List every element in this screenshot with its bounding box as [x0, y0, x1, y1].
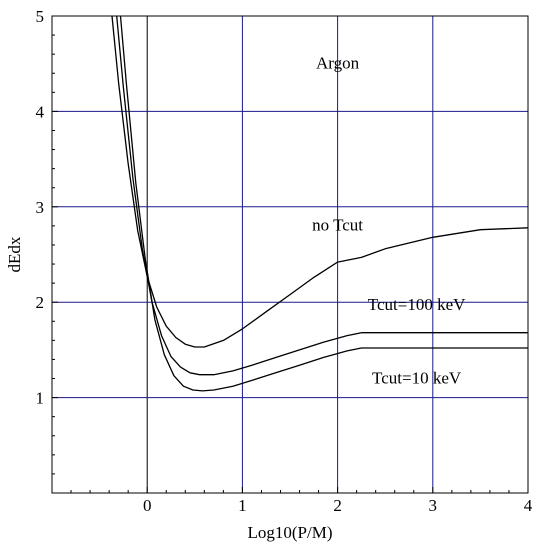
x-tick-label: 1 — [238, 496, 247, 515]
x-tick-label: 0 — [143, 496, 152, 515]
y-tick-label: 2 — [36, 293, 45, 312]
y-axis-label: dEdx — [5, 236, 24, 272]
x-tick-label: 3 — [429, 496, 438, 515]
plot-frame — [51, 15, 529, 494]
y-tick-label: 4 — [36, 102, 45, 121]
y-tick-label: 5 — [36, 7, 45, 26]
annotation-label: Tcut=100 keV — [368, 295, 466, 314]
series-line — [119, 16, 528, 392]
tick-marks — [51, 15, 529, 494]
x-tick-label: 2 — [333, 496, 342, 515]
annotation-label: Argon — [316, 53, 360, 72]
tick-labels: 0 1 2 3 4 1 2 3 4 5 — [36, 7, 533, 515]
annotation-label: Tcut=10 keV — [372, 368, 462, 387]
annotation-label: no Tcut — [312, 216, 363, 235]
x-axis-label: Log10(P/M) — [248, 523, 333, 542]
y-tick-label: 1 — [36, 389, 45, 408]
y-tick-label: 3 — [36, 198, 45, 217]
series-line — [116, 16, 528, 376]
annotations: Argon no Tcut Tcut=100 keV Tcut=10 keV — [312, 53, 466, 387]
x-tick-label: 4 — [524, 496, 533, 515]
series-lines — [111, 16, 528, 392]
